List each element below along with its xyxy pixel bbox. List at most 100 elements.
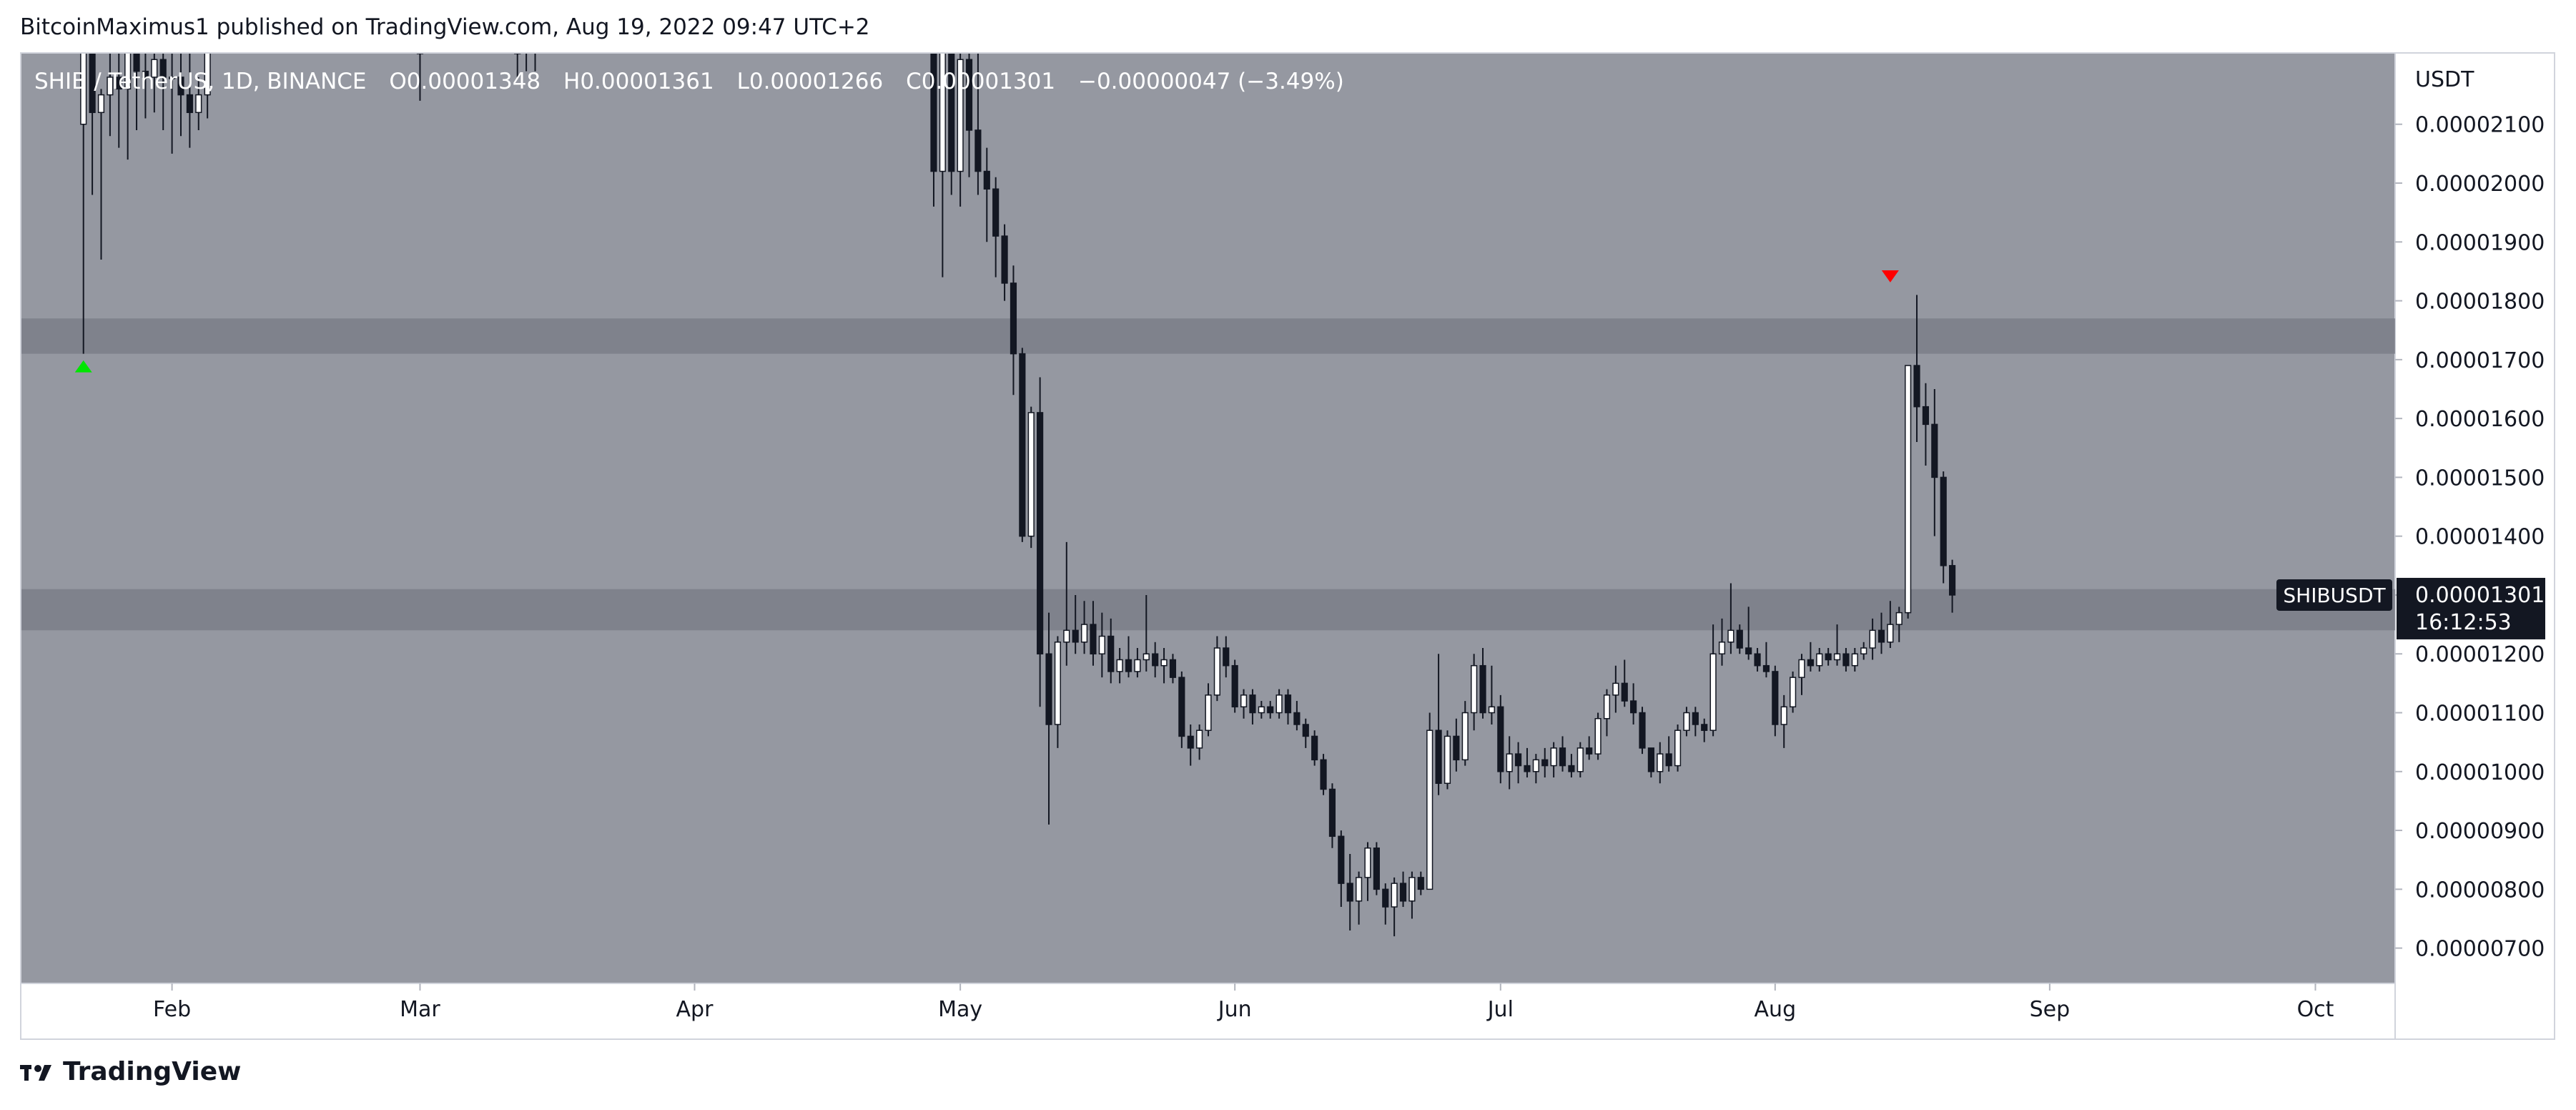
candle[interactable] (1568, 754, 1575, 778)
candle[interactable] (1090, 601, 1097, 666)
candle[interactable] (1399, 871, 1407, 908)
candle[interactable] (1905, 365, 1912, 619)
candle[interactable] (1532, 754, 1539, 784)
candle[interactable] (1240, 689, 1248, 719)
candle[interactable] (1223, 636, 1230, 678)
candle[interactable] (1842, 648, 1850, 672)
candle[interactable] (1231, 659, 1238, 713)
candle[interactable] (939, 54, 946, 278)
candle[interactable] (142, 54, 149, 119)
candle[interactable] (1736, 624, 1743, 654)
candle[interactable] (1727, 583, 1734, 654)
candle[interactable] (1249, 689, 1256, 725)
candle[interactable] (974, 54, 982, 195)
candle[interactable] (1877, 612, 1885, 654)
candle[interactable] (1037, 377, 1044, 707)
candle[interactable] (1267, 701, 1274, 719)
candle[interactable] (957, 54, 964, 207)
candle[interactable] (1178, 671, 1185, 748)
candle[interactable] (1825, 648, 1832, 666)
candle[interactable] (1869, 618, 1876, 660)
candle[interactable] (1258, 701, 1265, 719)
candle[interactable] (1514, 742, 1522, 784)
candlestick-chart[interactable]: USDT 0.00000700 0.00000800 0.00000900 0.0000… (21, 54, 2555, 1040)
candle[interactable] (1541, 747, 1549, 778)
candle[interactable] (1408, 871, 1416, 919)
candle[interactable] (80, 54, 87, 354)
candle[interactable] (1169, 654, 1177, 684)
tradingview-footer[interactable]: TradingView (20, 1057, 241, 1086)
candle[interactable] (1647, 747, 1654, 778)
candle[interactable] (1196, 724, 1203, 760)
candle[interactable] (1709, 624, 1717, 737)
candle[interactable] (204, 54, 211, 119)
candle[interactable] (1444, 730, 1451, 790)
candle[interactable] (1356, 871, 1363, 925)
candle[interactable] (533, 54, 538, 72)
candle[interactable] (97, 89, 105, 260)
candle[interactable] (1674, 724, 1682, 772)
candle[interactable] (1152, 642, 1159, 678)
candle[interactable] (1497, 694, 1504, 784)
candle[interactable] (1072, 594, 1079, 654)
candle[interactable] (1364, 842, 1371, 901)
candle[interactable] (930, 54, 937, 207)
candle[interactable] (1346, 853, 1353, 930)
candle[interactable] (1807, 642, 1814, 672)
candle[interactable] (523, 54, 529, 72)
candle[interactable] (1754, 648, 1761, 672)
candle[interactable] (1665, 736, 1672, 772)
candle[interactable] (1001, 224, 1008, 301)
candle[interactable] (992, 177, 1000, 278)
candle[interactable] (1745, 606, 1752, 660)
candle[interactable] (1922, 383, 1930, 466)
candle[interactable] (1895, 606, 1903, 642)
candle[interactable] (1692, 707, 1699, 737)
candle[interactable] (1107, 618, 1115, 684)
candle[interactable] (1683, 707, 1690, 737)
candle[interactable] (1461, 701, 1469, 766)
candle[interactable] (177, 54, 184, 137)
candle[interactable] (115, 54, 122, 148)
candle[interactable] (1143, 594, 1150, 672)
candle[interactable] (1125, 636, 1132, 678)
candle[interactable] (1639, 707, 1646, 755)
candle[interactable] (1657, 742, 1664, 784)
candle[interactable] (1063, 541, 1070, 666)
candle[interactable] (1913, 295, 1920, 443)
candle[interactable] (124, 54, 132, 160)
candle[interactable] (1576, 742, 1584, 778)
candle[interactable] (1471, 654, 1478, 731)
candle[interactable] (195, 77, 202, 130)
candle[interactable] (107, 54, 114, 137)
candle[interactable] (1612, 665, 1619, 713)
candle[interactable] (1080, 601, 1088, 654)
candle[interactable] (1931, 388, 1938, 536)
legend-symbol[interactable]: SHIB / TetherUS, 1D, BINANCE (34, 69, 367, 94)
candle[interactable] (1718, 618, 1726, 666)
candle[interactable] (1701, 718, 1708, 742)
candle[interactable] (1524, 747, 1531, 778)
candle[interactable] (1559, 736, 1566, 772)
candle[interactable] (1293, 701, 1301, 731)
candle[interactable] (1098, 612, 1105, 678)
candle[interactable] (151, 54, 158, 113)
candle[interactable] (1284, 689, 1292, 725)
candle[interactable] (1160, 648, 1168, 684)
candle[interactable] (1798, 654, 1805, 695)
candle[interactable] (159, 54, 167, 130)
candle[interactable] (1382, 883, 1389, 925)
candle[interactable] (1949, 559, 1956, 613)
candle[interactable] (186, 54, 193, 148)
candle[interactable] (1019, 348, 1026, 542)
candle[interactable] (1772, 665, 1779, 737)
candle[interactable] (948, 54, 955, 195)
candle[interactable] (89, 54, 96, 195)
candle[interactable] (1426, 712, 1433, 890)
candle[interactable] (1833, 624, 1841, 666)
candle[interactable] (1302, 718, 1309, 748)
candle[interactable] (1116, 648, 1123, 684)
candle[interactable] (514, 54, 521, 77)
candle[interactable] (1506, 736, 1513, 790)
candle[interactable] (1479, 648, 1486, 719)
